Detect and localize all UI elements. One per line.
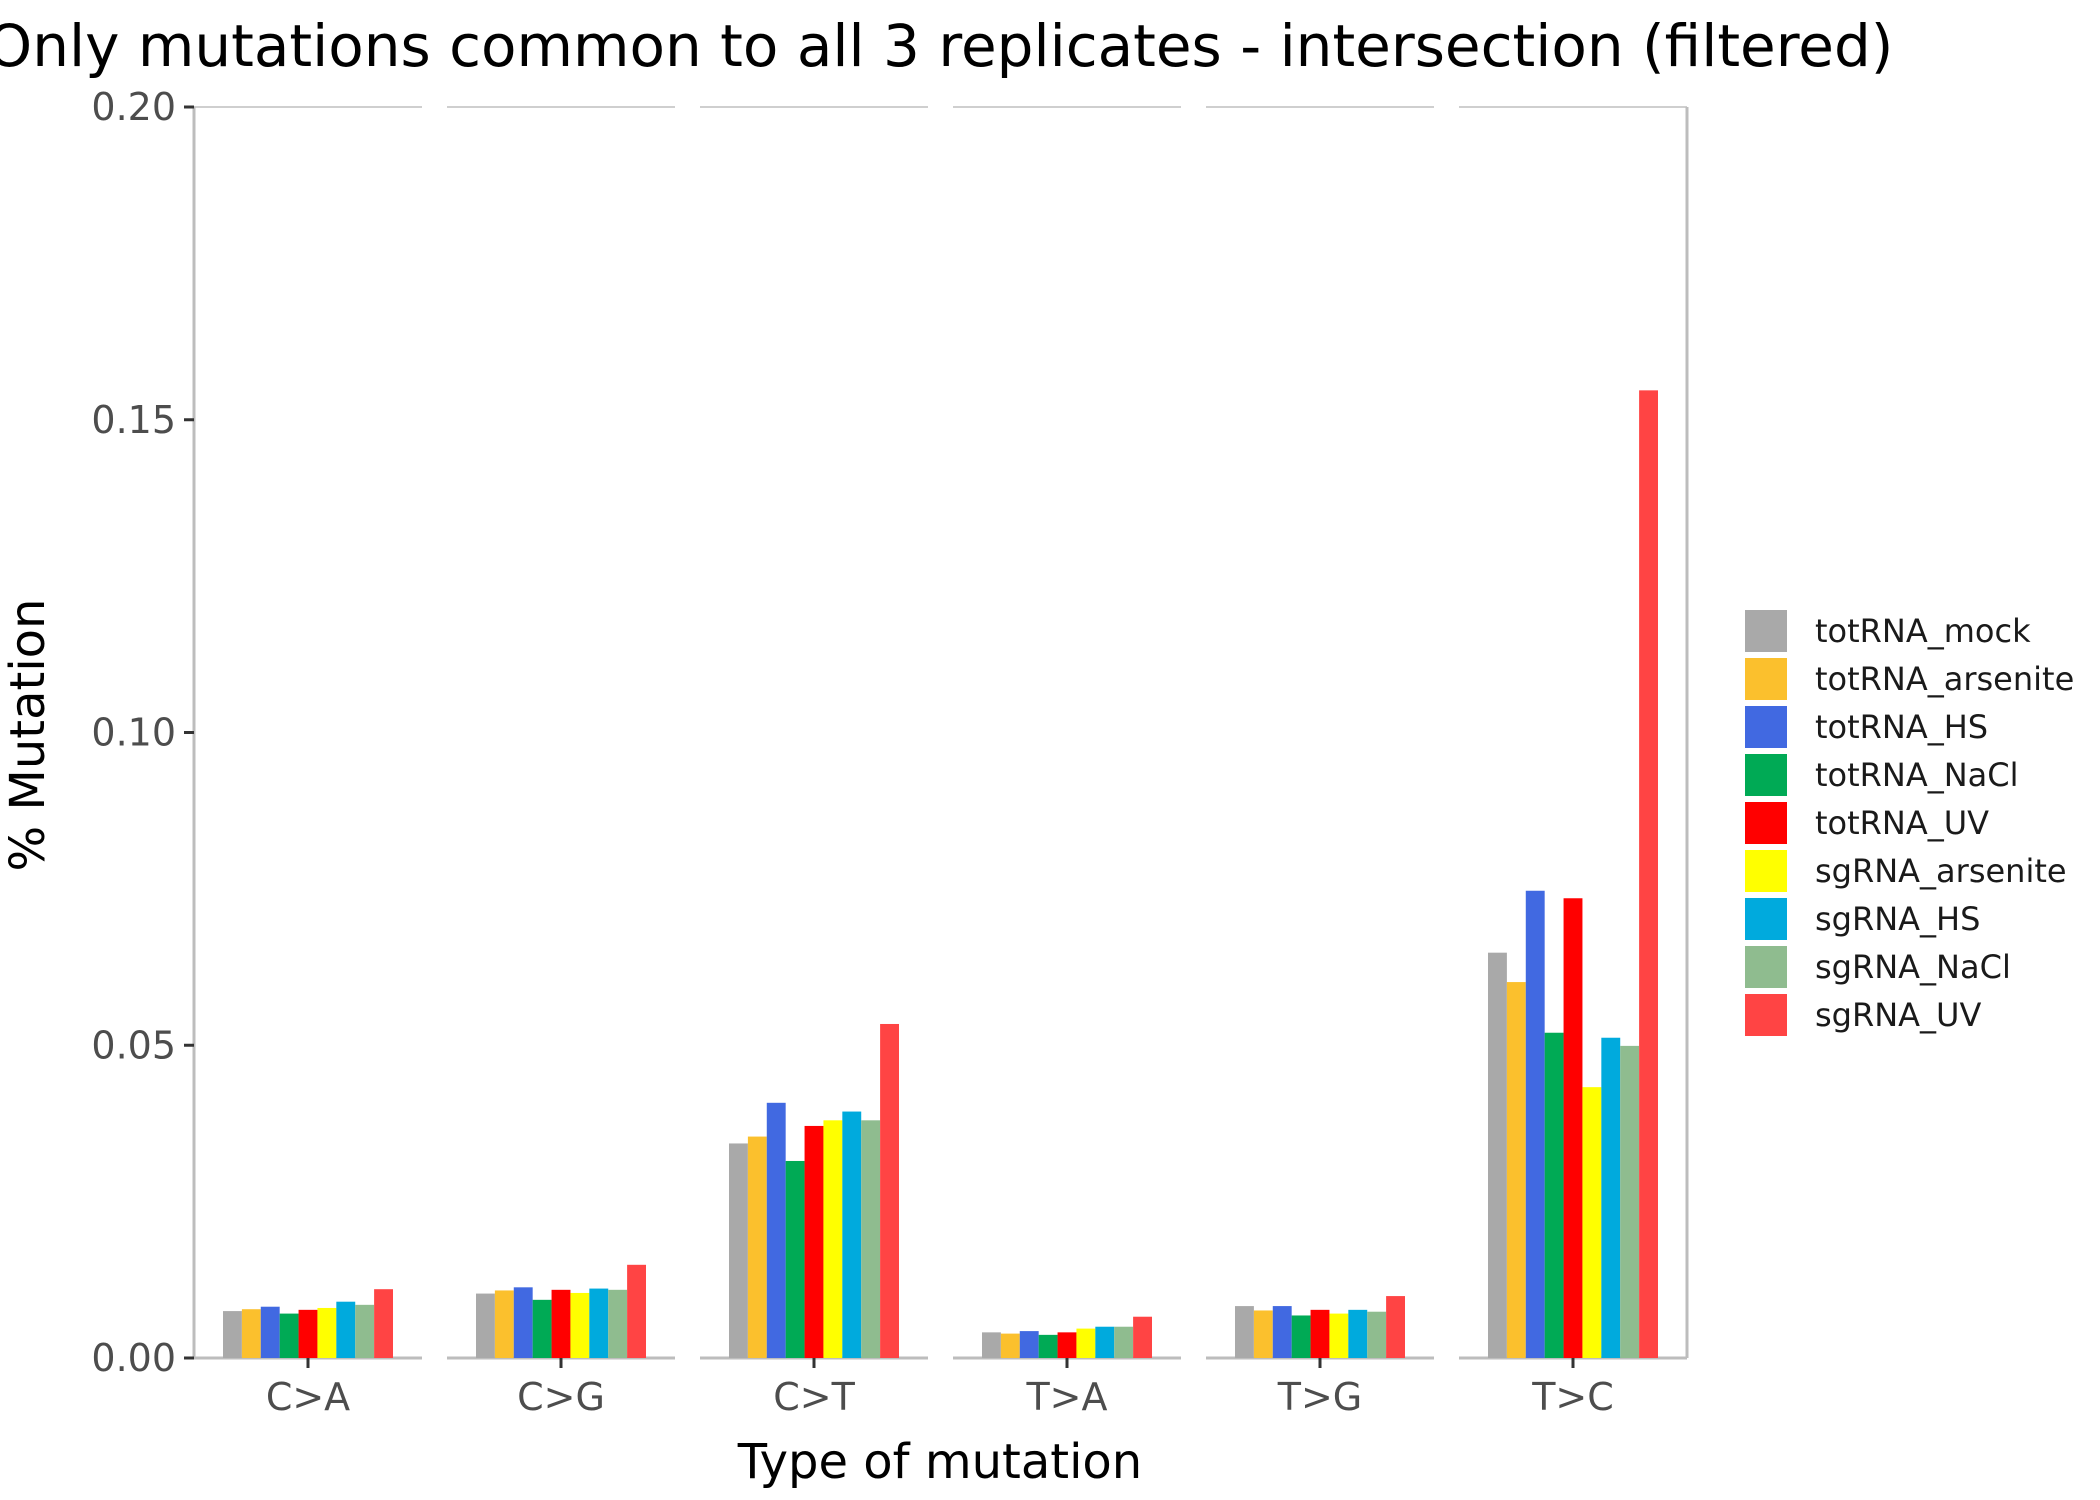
bar <box>1367 1311 1387 1358</box>
x-tick-label: C>G <box>517 1375 605 1419</box>
bar <box>1563 898 1583 1358</box>
legend-key <box>1745 754 1787 796</box>
bar <box>1114 1326 1134 1358</box>
bar <box>1310 1309 1330 1358</box>
bar <box>1386 1296 1405 1358</box>
bar <box>570 1292 590 1358</box>
bar <box>1506 982 1526 1358</box>
bar <box>747 1136 767 1358</box>
legend-key <box>1745 658 1787 700</box>
bar <box>317 1307 337 1358</box>
x-axis: C>A C>G C>T T>A T>G T>C <box>266 1358 1614 1419</box>
bar <box>1601 1037 1621 1358</box>
bar <box>260 1306 280 1358</box>
legend-key <box>1745 898 1787 940</box>
legend-key <box>1745 850 1787 892</box>
bar <box>355 1304 375 1358</box>
legend-label: sgRNA_NaCl <box>1815 948 2011 986</box>
bar <box>1076 1328 1096 1358</box>
x-tick-label: T>A <box>1025 1375 1107 1419</box>
legend: totRNA_mock totRNA_arsenite totRNA_HS totRN… <box>1745 610 2074 1036</box>
bar <box>494 1290 514 1358</box>
legend-label: sgRNA_arsenite <box>1815 852 2067 890</box>
bar <box>1133 1316 1152 1358</box>
bar <box>1057 1332 1077 1358</box>
bar <box>1488 952 1507 1358</box>
chart-title: Only mutations common to all 3 replicate… <box>0 12 1893 80</box>
bar <box>627 1264 646 1358</box>
bar <box>842 1111 862 1358</box>
bar <box>861 1120 881 1358</box>
legend-label: totRNA_NaCl <box>1815 756 2019 794</box>
bar <box>1095 1326 1115 1358</box>
bar <box>298 1309 318 1358</box>
bar <box>766 1102 786 1358</box>
bar <box>1582 1087 1602 1358</box>
bar <box>804 1125 824 1358</box>
legend-key <box>1745 610 1787 652</box>
legend-key <box>1745 946 1787 988</box>
y-axis-title: % Mutation <box>0 599 56 872</box>
bar <box>279 1313 299 1358</box>
facet-panels <box>192 106 1689 1360</box>
bar <box>1639 390 1658 1359</box>
legend-label: totRNA_mock <box>1815 612 2031 650</box>
bar <box>982 1332 1001 1358</box>
y-tick-label: 0.20 <box>91 85 176 129</box>
bar <box>1272 1306 1292 1358</box>
bar <box>1038 1334 1058 1358</box>
bar <box>1235 1306 1254 1358</box>
bar <box>551 1289 571 1358</box>
bar <box>476 1293 495 1358</box>
bar <box>880 1023 899 1358</box>
x-axis-title: Type of mutation <box>737 1434 1142 1490</box>
legend-key <box>1745 994 1787 1036</box>
bar <box>729 1143 748 1358</box>
bar <box>1544 1032 1564 1358</box>
x-tick-label: C>A <box>266 1375 350 1419</box>
legend-key <box>1745 802 1787 844</box>
y-tick-label: 0.05 <box>91 1023 176 1067</box>
x-tick-label: T>G <box>1277 1375 1363 1419</box>
bar <box>589 1288 609 1358</box>
x-tick-label: C>T <box>773 1375 855 1419</box>
bar <box>608 1289 628 1358</box>
bar <box>374 1289 393 1358</box>
y-axis: 0.00 0.05 0.10 0.15 0.20 <box>91 85 194 1380</box>
bar <box>532 1299 552 1358</box>
bar <box>823 1120 843 1358</box>
bar <box>1348 1309 1368 1358</box>
bar <box>1620 1045 1640 1358</box>
x-tick-label: T>C <box>1531 1375 1614 1419</box>
legend-label: sgRNA_HS <box>1815 900 1980 938</box>
bar <box>223 1311 242 1358</box>
legend-label: totRNA_arsenite <box>1815 660 2074 698</box>
bar <box>785 1160 805 1358</box>
bar <box>336 1301 356 1358</box>
legend-label: totRNA_HS <box>1815 708 1988 746</box>
y-tick-label: 0.15 <box>91 398 176 442</box>
bar <box>1525 890 1545 1358</box>
bar <box>1329 1313 1349 1358</box>
bar <box>513 1287 533 1358</box>
legend-label: totRNA_UV <box>1815 804 1989 842</box>
bar <box>1253 1310 1273 1358</box>
legend-label: sgRNA_UV <box>1815 996 1981 1034</box>
bar <box>1291 1315 1311 1358</box>
bars <box>223 390 1658 1359</box>
bar <box>1000 1333 1020 1358</box>
legend-key <box>1745 706 1787 748</box>
bar <box>241 1309 261 1358</box>
y-tick-label: 0.10 <box>91 711 176 755</box>
bar <box>1019 1331 1039 1358</box>
y-tick-label: 0.00 <box>91 1336 176 1380</box>
